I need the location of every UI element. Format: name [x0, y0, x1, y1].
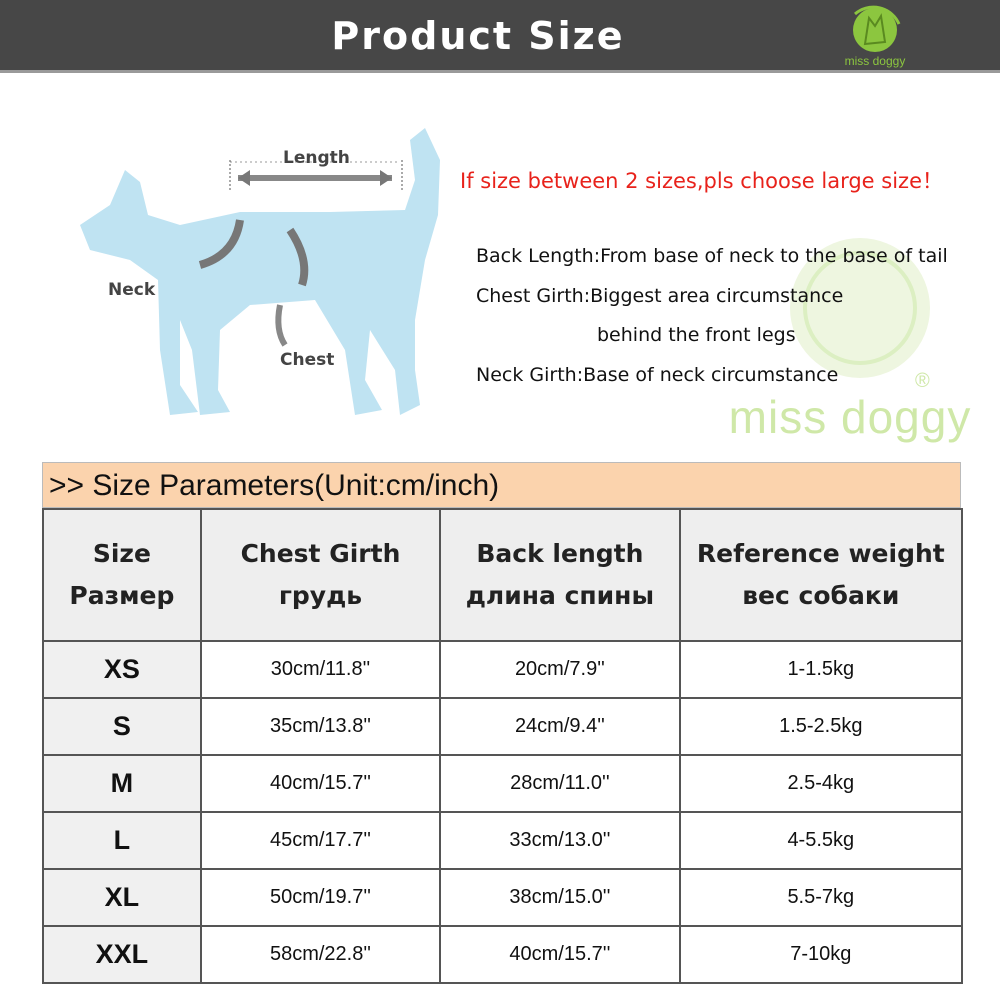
back-length-cell: 20cm/7.9'' — [439, 640, 681, 699]
size-advice-note: If size between 2 sizes,pls choose large… — [460, 169, 943, 193]
column-header-size: Size Размер — [42, 508, 202, 642]
column-header-reference-weight: Reference weight вес собаки — [678, 508, 964, 642]
neck-label: Neck — [108, 280, 156, 300]
chest-girth-description: Chest Girth:Biggest area circumstance — [476, 285, 844, 307]
dog-measurement-diagram: Length Neck Chest — [70, 120, 450, 455]
table-row: XS 30cm/11.8'' 20cm/7.9'' 1-1.5kg — [42, 640, 964, 699]
table-row: S 35cm/13.8'' 24cm/9.4'' 1.5-2.5kg — [42, 697, 964, 756]
weight-cell: 4-5.5kg — [678, 811, 964, 870]
size-cell: S — [42, 697, 202, 756]
back-length-cell: 33cm/13.0'' — [439, 811, 681, 870]
table-row: XL 50cm/19.7'' 38cm/15.0'' 5.5-7kg — [42, 868, 964, 927]
dog-silhouette-icon — [80, 128, 440, 415]
table-header-row: Size Размер Chest Girth грудь Back length д… — [42, 508, 964, 642]
weight-cell: 7-10kg — [678, 925, 964, 984]
back-length-cell: 40cm/15.7'' — [439, 925, 681, 984]
chest-girth-cell: 58cm/22.8'' — [199, 925, 442, 984]
chest-girth-cell: 30cm/11.8'' — [199, 640, 442, 699]
watermark-logo-icon — [790, 238, 930, 378]
neck-girth-description: Neck Girth:Base of neck circumstance — [476, 364, 839, 386]
weight-cell: 5.5-7kg — [678, 868, 964, 927]
back-length-description: Back Length:From base of neck to the bas… — [476, 245, 948, 267]
chest-girth-cell: 40cm/15.7'' — [199, 754, 442, 813]
back-length-cell: 28cm/11.0'' — [439, 754, 681, 813]
weight-cell: 1.5-2.5kg — [678, 697, 964, 756]
size-table: Size Размер Chest Girth грудь Back length д… — [42, 508, 964, 984]
chest-girth-cell: 35cm/13.8'' — [199, 697, 442, 756]
chest-girth-cell: 45cm/17.7'' — [199, 811, 442, 870]
watermark: ® miss doggy — [710, 230, 990, 460]
size-cell: XS — [42, 640, 202, 699]
chest-girth-description-cont: behind the front legs — [597, 324, 796, 346]
brand-name: miss doggy — [844, 54, 906, 68]
size-cell: L — [42, 811, 202, 870]
chest-label: Chest — [280, 350, 335, 370]
column-header-back-length: Back length длина спины — [439, 508, 681, 642]
page-title: Product Size — [331, 14, 625, 58]
back-length-cell: 38cm/15.0'' — [439, 868, 681, 927]
length-label: Length — [283, 148, 350, 168]
chest-girth-cell: 50cm/19.7'' — [199, 868, 442, 927]
dog-logo-icon — [853, 5, 901, 52]
header-banner: Product Size miss doggy — [0, 0, 1000, 73]
table-row: XXL 58cm/22.8'' 40cm/15.7'' 7-10kg — [42, 925, 964, 984]
watermark-registered: ® — [915, 370, 930, 392]
watermark-text: miss doggy — [728, 391, 972, 443]
size-cell: XXL — [42, 925, 202, 984]
column-header-chest-girth: Chest Girth грудь — [199, 508, 442, 642]
size-cell: M — [42, 754, 202, 813]
table-title: >> Size Parameters(Unit:cm/inch) — [42, 462, 961, 508]
size-cell: XL — [42, 868, 202, 927]
weight-cell: 1-1.5kg — [678, 640, 964, 699]
table-row: M 40cm/15.7'' 28cm/11.0'' 2.5-4kg — [42, 754, 964, 813]
weight-cell: 2.5-4kg — [678, 754, 964, 813]
brand-logo: miss doggy — [825, 2, 925, 70]
back-length-cell: 24cm/9.4'' — [439, 697, 681, 756]
table-row: L 45cm/17.7'' 33cm/13.0'' 4-5.5kg — [42, 811, 964, 870]
